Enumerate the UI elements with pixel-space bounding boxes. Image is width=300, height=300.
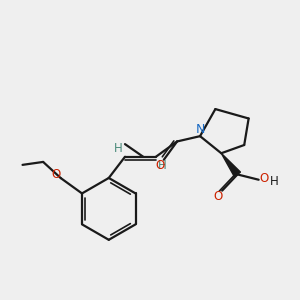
Text: H: H — [114, 142, 123, 155]
Text: H: H — [270, 175, 278, 188]
Polygon shape — [221, 153, 241, 177]
Text: H: H — [158, 158, 167, 172]
Text: O: O — [51, 168, 60, 181]
Text: O: O — [213, 190, 222, 203]
Text: N: N — [195, 123, 205, 136]
Text: O: O — [259, 172, 268, 185]
Text: O: O — [156, 159, 165, 172]
